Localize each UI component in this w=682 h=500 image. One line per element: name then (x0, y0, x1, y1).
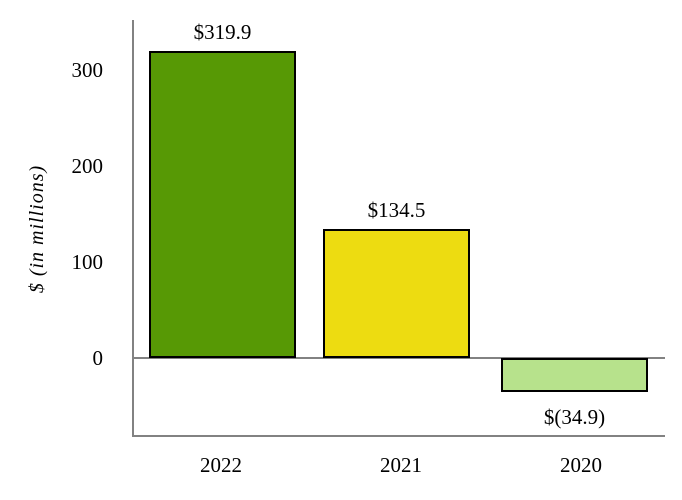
bar-2022 (149, 50, 296, 358)
y-tick-label: 200 (71, 154, 104, 178)
y-tick-label: 100 (71, 250, 104, 274)
category-label: 2021 (380, 453, 422, 477)
category-label: 2022 (200, 453, 242, 477)
category-label: 2020 (560, 453, 602, 477)
y-tick-label: 0 (92, 346, 104, 370)
y-tick-label: 300 (71, 58, 104, 82)
zero-gridline (133, 357, 665, 359)
bar-2020 (501, 358, 648, 392)
x-axis-line (133, 435, 665, 437)
bar-2021 (323, 228, 470, 358)
value-label: $(34.9) (543, 404, 606, 429)
value-label: $134.5 (367, 197, 426, 222)
value-label: $319.9 (193, 19, 252, 44)
y-axis-line (132, 20, 134, 437)
